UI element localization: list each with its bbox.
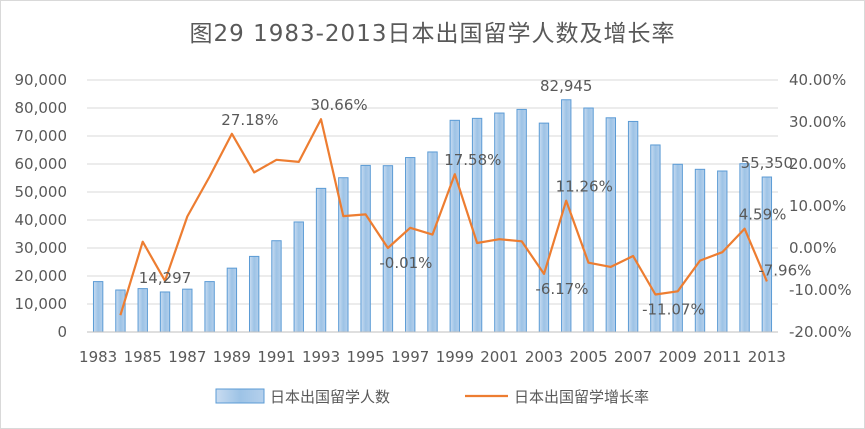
- bar-layer: [92, 99, 773, 333]
- label-layer: 14,297 82,945 55,350 27.18% 30.66% -0.01% 17.5…: [139, 77, 812, 319]
- bar: [204, 281, 215, 333]
- y-left-tick-label: 30,000: [15, 239, 68, 257]
- axis-layer: 0 10,000 20,000 30,000 40,000 50,000 60,000 70,…: [15, 71, 852, 366]
- x-tick-label: 1985: [124, 348, 162, 366]
- x-tick-label: 2005: [569, 348, 607, 366]
- bar: [182, 288, 193, 333]
- data-label: 82,945: [540, 77, 593, 95]
- data-label: 30.66%: [310, 96, 367, 114]
- data-label: 55,350: [741, 154, 794, 172]
- y-left-tick-label: 40,000: [15, 211, 68, 229]
- data-label: 14,297: [139, 269, 192, 287]
- y-left-tick-label: 50,000: [15, 183, 68, 201]
- bar: [293, 221, 304, 333]
- legend-bar-swatch: [215, 388, 265, 404]
- x-tick-label: 1989: [213, 348, 251, 366]
- y-left-tick-label: 90,000: [15, 71, 68, 89]
- data-label: -6.17%: [535, 280, 588, 298]
- y-right-tick-label: 40.00%: [789, 71, 846, 89]
- data-label: 11.26%: [556, 178, 613, 196]
- data-label: 4.59%: [739, 206, 787, 224]
- bar: [226, 267, 238, 333]
- y-left-tick-label: 70,000: [15, 127, 68, 145]
- data-label: -0.01%: [379, 254, 432, 272]
- y-right-tick-label: 10.00%: [789, 197, 846, 215]
- data-label: -7.96%: [758, 261, 811, 279]
- y-right-tick-label: 20.00%: [789, 155, 846, 173]
- bar: [605, 117, 617, 333]
- bar: [92, 281, 104, 333]
- bar: [159, 291, 171, 333]
- x-tick-label: 2007: [614, 348, 652, 366]
- bar: [248, 255, 260, 333]
- y-right-tick-label: -10.00%: [789, 281, 852, 299]
- bar: [538, 122, 550, 333]
- x-tick-label: 2011: [703, 348, 741, 366]
- bar: [516, 108, 527, 333]
- x-tick-label: 1993: [302, 348, 340, 366]
- bar: [315, 187, 327, 333]
- data-label: 17.58%: [444, 151, 501, 169]
- x-tick-label: 1987: [168, 348, 206, 366]
- x-tick-label: 2001: [480, 348, 518, 366]
- x-tick-label: 2009: [659, 348, 697, 366]
- data-label: 27.18%: [221, 111, 278, 129]
- x-tick-label: 1999: [436, 348, 474, 366]
- y-left-tick-label: 20,000: [15, 267, 68, 285]
- y-left-tick-label: 10,000: [15, 295, 68, 313]
- bar: [427, 151, 438, 333]
- x-tick-label: 1997: [391, 348, 429, 366]
- bar: [494, 112, 505, 333]
- y-left-tick-label: 0: [57, 323, 67, 341]
- x-tick-label: 2013: [748, 348, 786, 366]
- y-right-tick-label: 0.00%: [789, 239, 837, 257]
- bar: [405, 157, 416, 333]
- x-tick-label: 1995: [347, 348, 385, 366]
- bar: [583, 107, 594, 333]
- bar: [739, 163, 750, 333]
- y-right-tick-label: -20.00%: [789, 323, 852, 341]
- line-layer: [119, 118, 768, 316]
- legend-line-label: 日本出国留学增长率: [514, 388, 649, 406]
- legend-bar-label: 日本出国留学人数: [270, 388, 390, 406]
- bar: [627, 120, 639, 333]
- bar: [360, 164, 371, 333]
- x-tick-label: 2003: [525, 348, 563, 366]
- y-left-tick-label: 80,000: [15, 99, 68, 117]
- bar: [115, 289, 126, 333]
- growth-rate-line: [119, 118, 768, 316]
- legend-layer: 日本出国留学人数 日本出国留学增长率: [215, 388, 649, 406]
- data-label: -11.07%: [642, 300, 705, 318]
- chart-title: 图29 1983-2013日本出国留学人数及增长率: [189, 21, 676, 47]
- bar: [271, 240, 282, 333]
- x-tick-label: 1991: [257, 348, 295, 366]
- y-left-tick-label: 60,000: [15, 155, 68, 173]
- bar: [761, 176, 773, 333]
- y-right-tick-label: 30.00%: [789, 113, 846, 131]
- x-tick-label: 1983: [79, 348, 117, 366]
- bar: [137, 288, 148, 333]
